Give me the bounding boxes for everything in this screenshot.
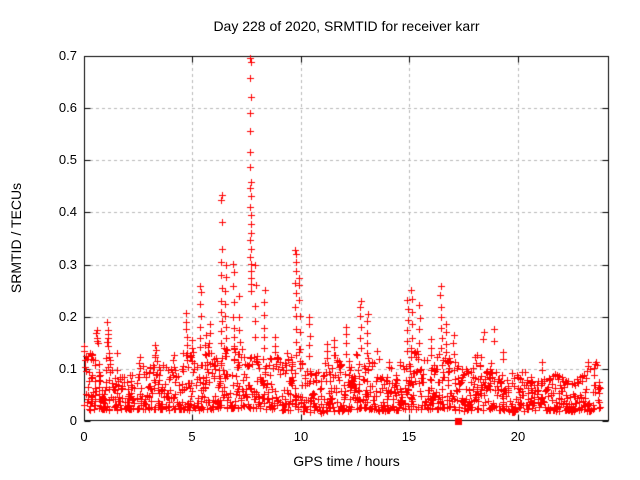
y-tick-label: 0.3 [58, 257, 77, 272]
y-tick-label: 0.7 [58, 48, 77, 63]
y-tick-label: 0.6 [58, 100, 77, 115]
x-tick-label: 15 [401, 429, 417, 444]
chart-title: Day 228 of 2020, SRMTID for receiver kar… [213, 18, 480, 34]
y-tick-label: 0.2 [58, 309, 77, 324]
x-tick-label: 0 [80, 429, 88, 444]
y-tick-label: 0.1 [58, 361, 77, 376]
y-tick-label: 0 [69, 413, 77, 428]
x-axis-label: GPS time / hours [293, 453, 400, 469]
x-tick-label: 20 [510, 429, 526, 444]
y-axis-label: SRMTID / TECUs [8, 182, 24, 294]
x-tick-label: 5 [188, 429, 196, 444]
x-tick-label: 10 [293, 429, 309, 444]
y-tick-label: 0.4 [58, 204, 77, 219]
y-tick-label: 0.5 [58, 152, 77, 167]
